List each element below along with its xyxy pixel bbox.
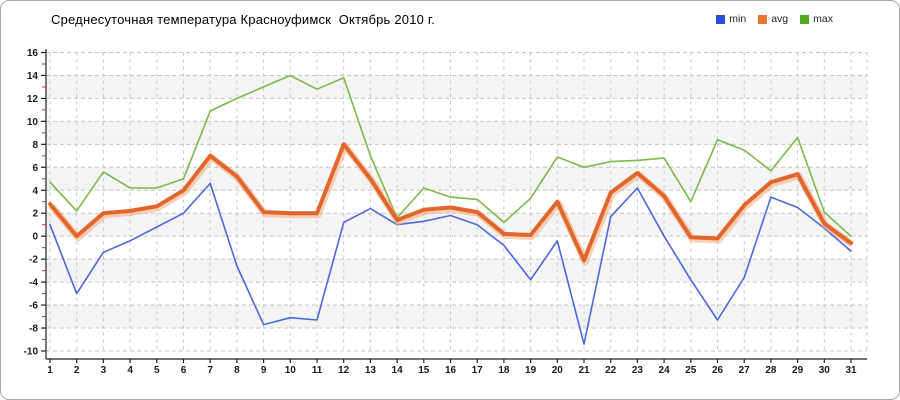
axis-ticks bbox=[41, 51, 852, 363]
legend-label-max: max bbox=[813, 13, 833, 25]
plot-band bbox=[46, 305, 867, 329]
x-tick-label: 4 bbox=[127, 365, 133, 376]
y-tick-label: -8 bbox=[29, 324, 38, 335]
y-tick-label: 8 bbox=[32, 140, 38, 151]
x-tick-label: 5 bbox=[154, 365, 160, 376]
gridlines bbox=[46, 52, 868, 352]
plot-band bbox=[46, 121, 867, 145]
x-tick-label: 19 bbox=[525, 365, 537, 376]
x-tick-label: 1 bbox=[47, 365, 53, 376]
legend-item-min[interactable]: min bbox=[716, 13, 746, 25]
series-line-min bbox=[49, 182, 852, 345]
y-tick-label: -2 bbox=[29, 255, 38, 266]
y-tick-label: 4 bbox=[32, 186, 38, 197]
y-tick-label: 6 bbox=[32, 163, 38, 174]
y-tick-label: 0 bbox=[32, 232, 38, 243]
avg-series-swatch-icon bbox=[758, 14, 768, 24]
x-tick-label: 7 bbox=[207, 365, 213, 376]
plot-bands bbox=[46, 75, 867, 329]
x-tick-label: 31 bbox=[845, 365, 857, 376]
x-tick-label: 3 bbox=[101, 365, 107, 376]
chart-title: Среднесуточная температура Красноуфимск … bbox=[51, 12, 436, 27]
plot-band bbox=[46, 259, 867, 283]
x-tick-label: 12 bbox=[338, 365, 350, 376]
x-tick-label: 17 bbox=[472, 365, 484, 376]
x-tick-label: 9 bbox=[261, 365, 267, 376]
x-tick-label: 23 bbox=[632, 365, 644, 376]
y-tick-label: -4 bbox=[29, 278, 38, 289]
y-tick-label: 16 bbox=[27, 48, 39, 59]
x-tick-label: 25 bbox=[685, 365, 697, 376]
x-tick-label: 11 bbox=[312, 365, 323, 376]
x-tick-label: 15 bbox=[418, 365, 430, 376]
y-tick-label: 14 bbox=[27, 71, 39, 82]
legend-item-max[interactable]: max bbox=[800, 13, 833, 25]
axes bbox=[45, 49, 867, 360]
min-series-swatch-icon bbox=[716, 14, 726, 24]
x-tick-label: 14 bbox=[392, 365, 404, 376]
y-tick-label: 12 bbox=[27, 94, 39, 105]
x-tick-label: 10 bbox=[285, 365, 297, 376]
legend: min avg max bbox=[716, 13, 833, 25]
legend-label-min: min bbox=[729, 13, 747, 25]
plot-band bbox=[46, 167, 867, 191]
x-tick-label: 16 bbox=[445, 365, 457, 376]
plot-band bbox=[46, 213, 867, 237]
x-tick-label: 21 bbox=[578, 365, 590, 376]
x-tick-label: 22 bbox=[605, 365, 617, 376]
legend-item-avg[interactable]: avg bbox=[758, 13, 788, 25]
x-tick-label: 30 bbox=[819, 365, 831, 376]
y-tick-label: 2 bbox=[32, 209, 38, 220]
x-tick-label: 2 bbox=[74, 365, 80, 376]
x-tick-label: 13 bbox=[365, 365, 377, 376]
x-tick-label: 29 bbox=[792, 365, 804, 376]
x-tick-label: 8 bbox=[234, 365, 240, 376]
x-tick-label: 26 bbox=[712, 365, 724, 376]
x-tick-label: 6 bbox=[181, 365, 187, 376]
legend-label-avg: avg bbox=[771, 13, 789, 25]
max-series-swatch-icon bbox=[800, 14, 810, 24]
x-tick-label: 27 bbox=[739, 365, 751, 376]
x-tick-label: 24 bbox=[659, 365, 671, 376]
series-lines bbox=[48, 74, 855, 345]
series-halo-avg bbox=[48, 142, 855, 266]
y-tick-label: -6 bbox=[29, 301, 38, 312]
x-tick-label: 28 bbox=[765, 365, 777, 376]
x-tick-label: 20 bbox=[552, 365, 564, 376]
y-tick-label: -10 bbox=[24, 346, 39, 357]
y-tick-label: 10 bbox=[27, 117, 39, 128]
series-line-max bbox=[49, 74, 852, 237]
x-tick-label: 18 bbox=[498, 365, 510, 376]
series-line-avg bbox=[48, 142, 853, 263]
